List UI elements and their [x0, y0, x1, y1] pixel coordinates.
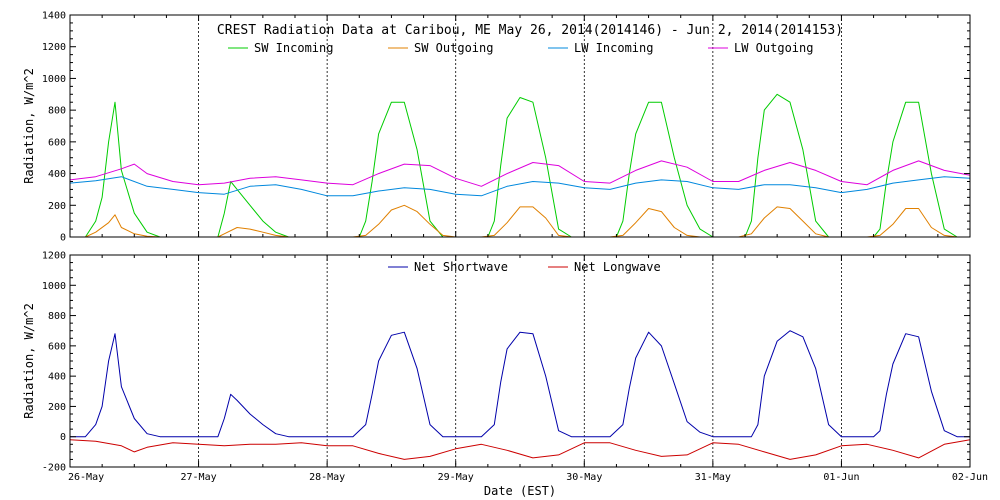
y-tick-label: 1200 — [42, 251, 66, 262]
y-tick-label: 200 — [48, 201, 66, 212]
y-tick-label: 400 — [48, 169, 66, 180]
x-tick-label: 26-May — [68, 472, 104, 483]
x-tick-label: 27-May — [181, 472, 217, 483]
y-tick-label: 400 — [48, 372, 66, 383]
y-tick-label: 0 — [60, 233, 66, 244]
y-tick-label: 0 — [60, 432, 66, 443]
y-tick-label: 800 — [48, 311, 66, 322]
x-tick-label: 02-Jun — [952, 472, 988, 483]
y-tick-label: 600 — [48, 137, 66, 148]
series-line-sw-outgoing — [70, 204, 970, 238]
y-tick-label: 200 — [48, 402, 66, 413]
legend-entry: LW Incoming — [574, 41, 653, 55]
y-tick-label: -200 — [42, 463, 66, 474]
y-tick-label: 1000 — [42, 74, 66, 85]
series-line-net-shortwave — [70, 330, 970, 438]
y-tick-label: 600 — [48, 341, 66, 352]
y-tick-label: 1200 — [42, 42, 66, 53]
legend-entry: Net Longwave — [574, 260, 661, 274]
x-tick-label: 29-May — [438, 472, 474, 483]
plot-frame — [69, 254, 971, 468]
y-axis-label: Radiation, W/m^2 — [22, 303, 36, 419]
x-tick-label: 31-May — [695, 472, 731, 483]
y-axis-label: Radiation, W/m^2 — [22, 68, 36, 184]
top-panel: 0 200 400 600 800 1000 1200 1400 Radiation, W/m^… — [22, 11, 971, 244]
x-tick-label: 01-Jun — [823, 472, 859, 483]
legend-entry: Net Shortwave — [414, 260, 508, 274]
plot-frame — [69, 14, 971, 238]
series-line-sw-incoming — [70, 93, 970, 238]
y-tick-label: 1000 — [42, 281, 66, 292]
x-tick-label: 28-May — [309, 472, 345, 483]
chart-title: CREST Radiation Data at Caribou, ME May … — [217, 23, 843, 38]
legend-entry: SW Incoming — [254, 41, 333, 55]
x-tick-label: 30-May — [566, 472, 602, 483]
legend-entry: LW Outgoing — [734, 41, 813, 55]
series-line-lw-incoming — [69, 176, 971, 197]
y-tick-label: 1400 — [42, 11, 66, 22]
x-axis-label: Date (EST) — [484, 484, 556, 498]
y-tick-label: 800 — [48, 106, 66, 117]
legend-entry: SW Outgoing — [414, 41, 493, 55]
series-line-lw-outgoing — [69, 160, 971, 187]
series-line-net-longwave — [69, 439, 971, 460]
bottom-panel: -200 0 200 400 600 800 1000 1200 26-May 27-May 28-… — [22, 251, 988, 499]
